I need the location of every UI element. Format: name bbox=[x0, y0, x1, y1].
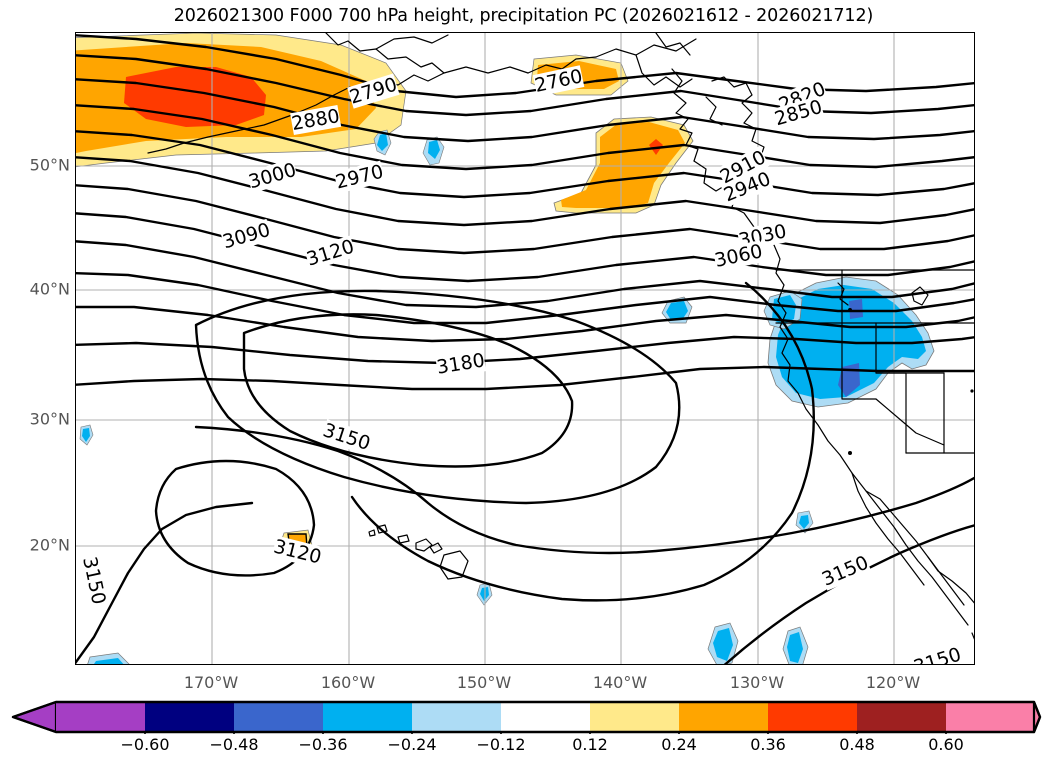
colorbar-tick-label-1: −0.48 bbox=[209, 735, 259, 754]
colorbar-tick-label-6: 0.24 bbox=[661, 735, 697, 754]
fill-band--0.36--0.24 bbox=[666, 301, 688, 320]
fill-band--0.36--0.24 bbox=[799, 515, 809, 529]
svg-text:3180: 3180 bbox=[435, 349, 486, 378]
page-title: 2026021300 F000 700 hPa height, precipit… bbox=[173, 6, 874, 26]
colorbar-band-2 bbox=[234, 702, 323, 732]
fill-band--0.36--0.24 bbox=[94, 658, 124, 664]
x-tick-140w: 140°W bbox=[592, 673, 648, 692]
fill-band-0.24-0.36 bbox=[561, 122, 685, 208]
colorbar-outline bbox=[11, 700, 1042, 734]
colorbar-ticks bbox=[144, 732, 947, 734]
colorbar-band-4 bbox=[412, 702, 501, 732]
colorbar[interactable]: −0.60 −0.48 −0.36 −0.24 −0.12 0.12 0.24 … bbox=[0, 700, 1047, 762]
svg-text:3150: 3150 bbox=[819, 552, 872, 591]
svg-text:3150: 3150 bbox=[320, 419, 373, 455]
colorbar-tick-label-7: 0.36 bbox=[750, 735, 786, 754]
y-tick-20n: 20°N bbox=[29, 535, 70, 555]
fill-band--0.36--0.24 bbox=[713, 628, 733, 661]
fill-band--0.48--0.36 bbox=[838, 363, 860, 397]
colorbar-tick-label-8: 0.48 bbox=[839, 735, 875, 754]
fill-band--0.36--0.24 bbox=[787, 632, 803, 663]
x-axis-labels: 170°W 160°W 150°W 140°W 130°W 120°W bbox=[0, 673, 1047, 697]
colorbar-swatches[interactable] bbox=[0, 700, 1047, 734]
colorbar-tick-label-2: −0.36 bbox=[298, 735, 348, 754]
y-tick-30n: 30°N bbox=[29, 409, 70, 429]
colorbar-band-10 bbox=[946, 702, 1034, 732]
colorbar-band-8 bbox=[768, 702, 857, 732]
x-tick-160w: 160°W bbox=[320, 673, 376, 692]
y-tick-50n: 50°N bbox=[29, 155, 70, 175]
colorbar-tick-label-3: −0.24 bbox=[387, 735, 437, 754]
svg-text:3120: 3120 bbox=[271, 536, 323, 569]
fill-band--0.36--0.24 bbox=[428, 140, 440, 159]
colorbar-band-5 bbox=[501, 702, 590, 732]
colorbar-tick-label-0: −0.60 bbox=[120, 735, 170, 754]
x-tick-130w: 130°W bbox=[729, 673, 785, 692]
colorbar-tick-label-5: 0.12 bbox=[572, 735, 608, 754]
colorbar-tick-label-9: 0.60 bbox=[928, 735, 964, 754]
fill-band--0.48--0.36 bbox=[849, 299, 863, 319]
fill-band--0.36--0.24 bbox=[377, 133, 388, 151]
x-tick-150w: 150°W bbox=[456, 673, 512, 692]
colorbar-band-7 bbox=[679, 702, 768, 732]
map-plot-area: 2790 2760 2820 2850 2880 2970 2910 2940 … bbox=[75, 32, 975, 665]
colorbar-band-6 bbox=[590, 702, 679, 732]
colorbar-band-0 bbox=[56, 702, 145, 732]
y-axis-labels: 50°N 40°N 30°N 20°N bbox=[0, 0, 70, 765]
x-tick-170w: 170°W bbox=[183, 673, 239, 692]
height-contours bbox=[76, 34, 974, 664]
map-canvas: 2790 2760 2820 2850 2880 2970 2910 2940 … bbox=[76, 33, 974, 665]
colorbar-extend-min bbox=[11, 700, 58, 734]
shaded-negative-regions bbox=[79, 129, 935, 664]
colorbar-band-9 bbox=[857, 702, 946, 732]
colorbar-band-1 bbox=[145, 702, 234, 732]
y-tick-40n: 40°N bbox=[29, 279, 70, 299]
svg-text:3000: 3000 bbox=[246, 159, 299, 193]
colorbar-tick-label-4: −0.12 bbox=[476, 735, 526, 754]
x-tick-120w: 120°W bbox=[865, 673, 921, 692]
svg-text:3150: 3150 bbox=[911, 643, 964, 665]
svg-text:3150: 3150 bbox=[78, 555, 110, 607]
fill-band--0.36--0.24 bbox=[82, 428, 90, 442]
colorbar-band-3 bbox=[323, 702, 412, 732]
